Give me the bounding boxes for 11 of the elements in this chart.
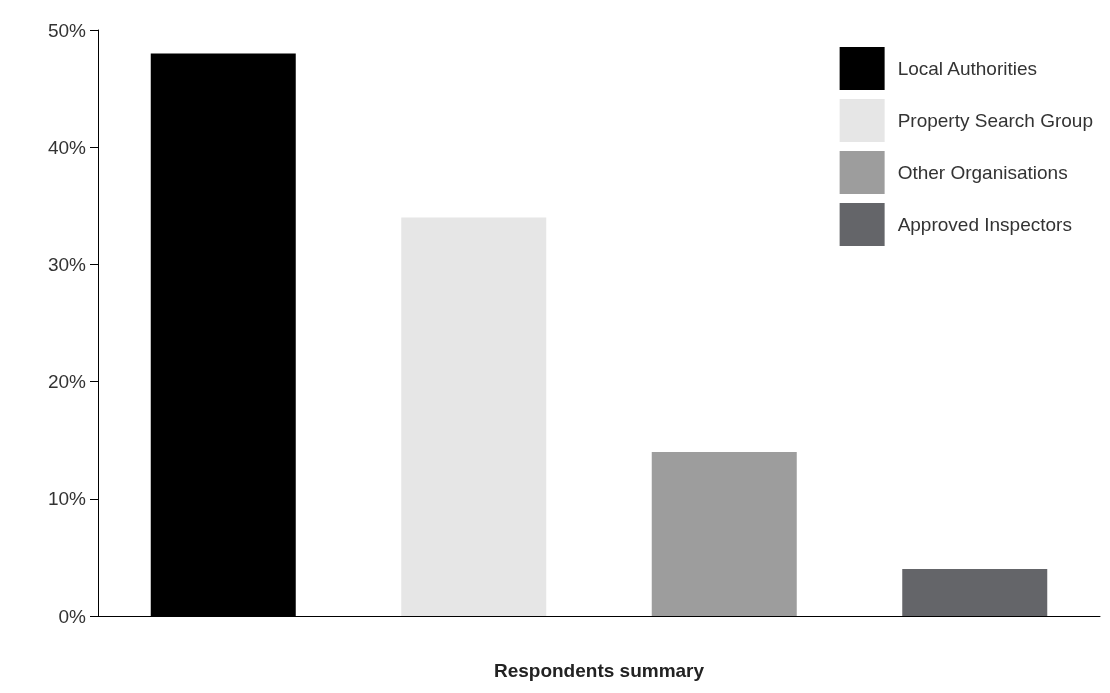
y-tick-label: 20%	[47, 371, 87, 393]
legend-label: Property Search Group	[897, 110, 1093, 131]
y-tick-label: 10%	[47, 488, 87, 510]
y-tick-label: 50%	[47, 19, 87, 41]
legend-label: Other Organisations	[897, 162, 1068, 183]
y-tick-label: 40%	[47, 136, 87, 158]
legend-label: Approved Inspectors	[897, 214, 1072, 235]
x-axis-title: Respondents summary	[493, 660, 705, 681]
y-tick-label: 30%	[47, 253, 87, 275]
y-tick-label: 0%	[58, 605, 87, 627]
legend-label: Local Authorities	[897, 58, 1038, 79]
